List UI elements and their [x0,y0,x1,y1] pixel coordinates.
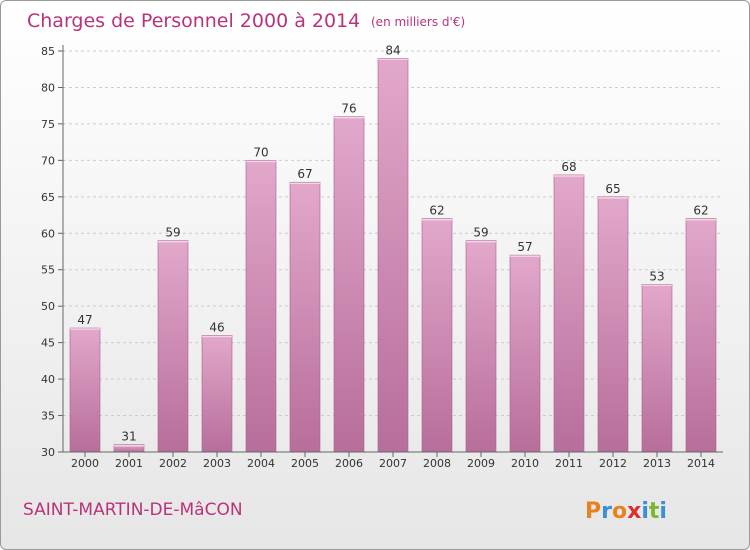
y-tick-label: 75 [41,118,55,131]
data-label-2001: 31 [121,430,136,444]
data-label-2007: 84 [385,43,400,57]
proxiti-logo: Proxiti [585,499,667,524]
y-tick-label: 60 [41,227,55,240]
x-tick-label: 2006 [335,457,363,470]
y-tick-label: 45 [41,337,55,350]
y-tick-label: 40 [41,373,55,386]
x-tick-label: 2013 [643,457,671,470]
x-tick-label: 2001 [115,457,143,470]
chart-title: Charges de Personnel 2000 à 2014 [27,10,360,32]
data-label-2005: 67 [297,167,312,181]
bar-2014 [685,218,717,453]
x-tick-label: 2010 [511,457,539,470]
data-label-2004: 70 [253,145,268,159]
data-label-2009: 59 [473,226,488,240]
data-label-2012: 65 [605,182,620,196]
data-label-2008: 62 [429,204,444,218]
x-tick-label: 2009 [467,457,495,470]
bar-2003 [201,335,233,453]
y-tick-label: 55 [41,264,55,277]
y-tick-label: 80 [41,81,55,94]
commune-name: SAINT-MARTIN-DE-MâCON [23,500,243,520]
x-tick-label: 2012 [599,457,627,470]
x-tick-label: 2005 [291,457,319,470]
chart-subtitle: (en milliers d'€) [371,15,465,29]
bar-2007 [377,57,409,453]
data-label-2011: 68 [561,160,576,174]
x-tick-label: 2007 [379,457,407,470]
bar-2002 [157,240,189,453]
bar-2009 [465,240,497,453]
y-axis-ticks: 30 35 40 45 50 55 60 65 70 75 80 85 [41,45,63,459]
x-axis-ticks: 2000 2001 2002 2003 2004 2005 2006 2007 2008 2009… [71,452,715,470]
x-tick-label: 2004 [247,457,275,470]
bar-2013 [641,284,673,453]
data-label-2014: 62 [693,204,708,218]
x-tick-label: 2011 [555,457,583,470]
brand-logo-text: Proxiti [585,499,667,524]
data-label-2000: 47 [77,313,92,327]
data-label-2010: 57 [517,240,532,254]
y-tick-label: 30 [41,446,55,459]
bar-2005 [289,181,321,453]
data-label-2013: 53 [649,269,664,283]
bar-2006 [333,116,365,453]
data-label-2006: 76 [341,102,356,116]
x-tick-label: 2008 [423,457,451,470]
bar-2010 [509,254,541,453]
bars: 47 31 59 46 70 67 76 84 62 59 57 68 65 53 62 [69,43,717,453]
data-label-2003: 46 [209,320,224,334]
data-label-2002: 59 [165,226,180,240]
x-tick-label: 2003 [203,457,231,470]
x-tick-label: 2002 [159,457,187,470]
y-tick-label: 85 [41,45,55,58]
bar-2008 [421,218,453,453]
bar-2004 [245,160,277,453]
bar-2000 [69,327,101,453]
x-tick-label: 2014 [687,457,715,470]
bar-2011 [553,174,585,453]
x-tick-label: 2000 [71,457,99,470]
y-tick-label: 65 [41,191,55,204]
bar-2012 [597,196,629,453]
y-tick-label: 70 [41,154,55,167]
y-tick-label: 35 [41,410,55,423]
y-tick-label: 50 [41,300,55,313]
